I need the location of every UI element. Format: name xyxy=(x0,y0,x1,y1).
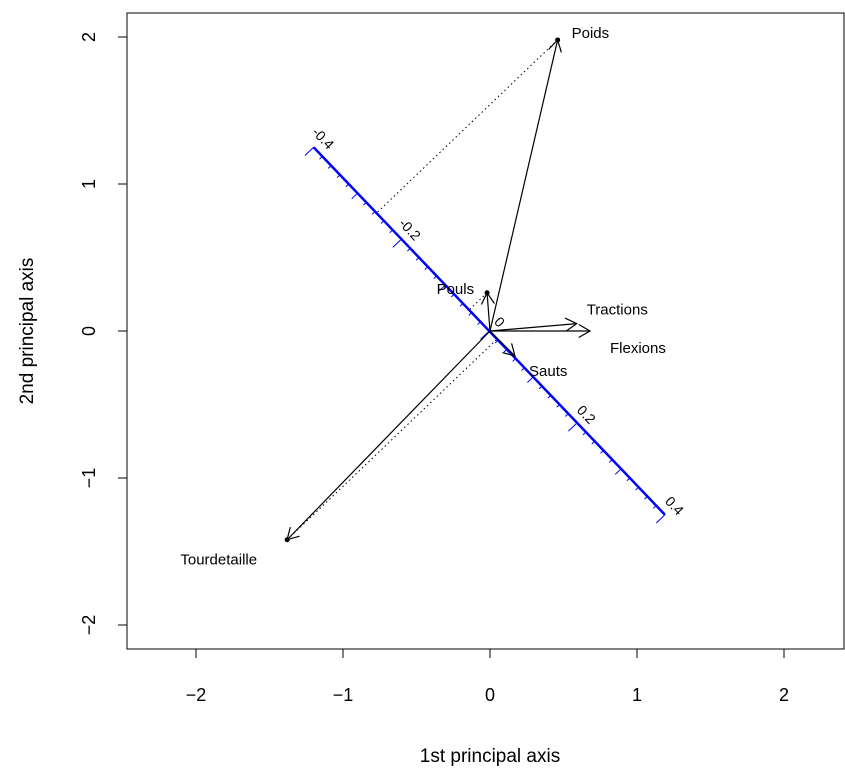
calibration-minor-tick xyxy=(351,192,358,200)
projection-lines xyxy=(286,39,558,541)
projection-tourdetaille xyxy=(286,338,498,541)
calibration-minor-tick xyxy=(389,229,393,234)
calibration-minor-tick xyxy=(600,450,604,454)
point-pouls xyxy=(484,290,490,296)
calibration-minor-tick xyxy=(547,394,552,399)
calibration-minor-tick xyxy=(538,385,543,390)
calibration-minor-tick xyxy=(424,266,429,270)
calibration-major-tick xyxy=(392,238,402,248)
calibration-minor-tick xyxy=(439,284,446,291)
label-poids: Poids xyxy=(572,25,610,42)
arrow-pouls xyxy=(486,292,491,332)
y-tick-label: 1 xyxy=(79,179,99,189)
calibration-minor-tick xyxy=(494,339,499,344)
calibration-major-tick xyxy=(568,422,578,432)
calibration-minor-tick xyxy=(450,293,455,298)
calibration-minor-tick xyxy=(503,349,508,353)
calibration-minor-tick xyxy=(477,321,481,325)
x-tick-label: 0 xyxy=(485,685,495,705)
arrowhead-flexions xyxy=(578,323,592,339)
calibration-minor-tick xyxy=(591,440,596,445)
calibration-minor-tick xyxy=(565,413,569,417)
plot-area: -0.4-0.200.20.4 PoidsPoulsTractionsFlexi… xyxy=(180,25,687,569)
arrow-sauts xyxy=(489,330,516,357)
calibration-minor-tick xyxy=(527,376,534,383)
y-tick-label: 2 xyxy=(79,32,99,42)
calibration-minor-tick xyxy=(556,404,560,408)
label-tractions: Tractions xyxy=(587,302,648,319)
calibration-minor-tick xyxy=(406,247,411,252)
calibration-minor-tick xyxy=(635,486,639,491)
calibration-minor-tick xyxy=(644,496,648,500)
point-markers xyxy=(284,37,561,543)
calibration-minor-tick xyxy=(371,211,376,215)
calibration-minor-tick xyxy=(512,358,516,362)
label-sauts: Sauts xyxy=(529,363,567,380)
x-tick-label: −1 xyxy=(333,685,354,705)
calibration-major-tick xyxy=(304,146,314,156)
calibration-minor-tick xyxy=(626,477,631,482)
calibration-minor-tick xyxy=(521,367,525,371)
label-flexions: Flexions xyxy=(610,340,666,357)
x-axis-title: 1st principal axis xyxy=(420,746,560,767)
arrow-tourdetaille xyxy=(286,330,491,541)
y-tick-label: 0 xyxy=(79,326,99,336)
calibration-minor-tick xyxy=(345,183,350,188)
calibration-minor-tick xyxy=(363,202,367,206)
point-tourdetaille xyxy=(284,537,290,543)
x-axis: −2 −1 0 1 2 xyxy=(186,648,789,705)
calibration-minor-tick xyxy=(415,257,420,261)
calibration-minor-tick xyxy=(582,431,587,436)
calibration-major-tick xyxy=(655,514,666,524)
calibration-minor-tick xyxy=(336,174,341,178)
calibration-label: 0.4 xyxy=(662,493,687,518)
arrow-poids xyxy=(489,39,559,332)
y-tick-label: −1 xyxy=(79,468,99,489)
calibration-minor-tick xyxy=(652,505,657,509)
label-pouls: Pouls xyxy=(437,281,475,298)
calibration-major-tick xyxy=(480,330,490,340)
calibration-minor-tick xyxy=(319,156,323,160)
y-axis-title: 2nd principal axis xyxy=(17,258,38,405)
variable-arrows xyxy=(286,38,592,541)
calibration-minor-tick xyxy=(433,275,437,280)
calibration-minor-tick xyxy=(459,303,464,307)
point-poids xyxy=(555,37,561,43)
x-tick-label: 1 xyxy=(632,685,642,705)
calibration-minor-tick xyxy=(614,468,622,475)
arrowhead-sauts xyxy=(502,343,516,357)
x-tick-label: 2 xyxy=(779,685,789,705)
label-tourdetaille: Tourdetaille xyxy=(180,552,257,569)
y-tick-label: −2 xyxy=(79,615,99,636)
calibration-minor-tick xyxy=(327,165,332,169)
variable-labels: Poids Pouls Tractions Flexions Sauts Tourdeta… xyxy=(180,25,665,569)
calibration-minor-tick xyxy=(380,220,385,224)
calibration-minor-tick xyxy=(468,312,473,316)
arrowhead-tractions xyxy=(564,317,578,332)
projection-poids xyxy=(376,39,558,214)
calibration-minor-tick xyxy=(608,459,613,463)
x-tick-label: −2 xyxy=(186,685,207,705)
arrow-tractions xyxy=(489,323,577,332)
y-axis: −2 −1 0 1 2 xyxy=(79,32,128,636)
